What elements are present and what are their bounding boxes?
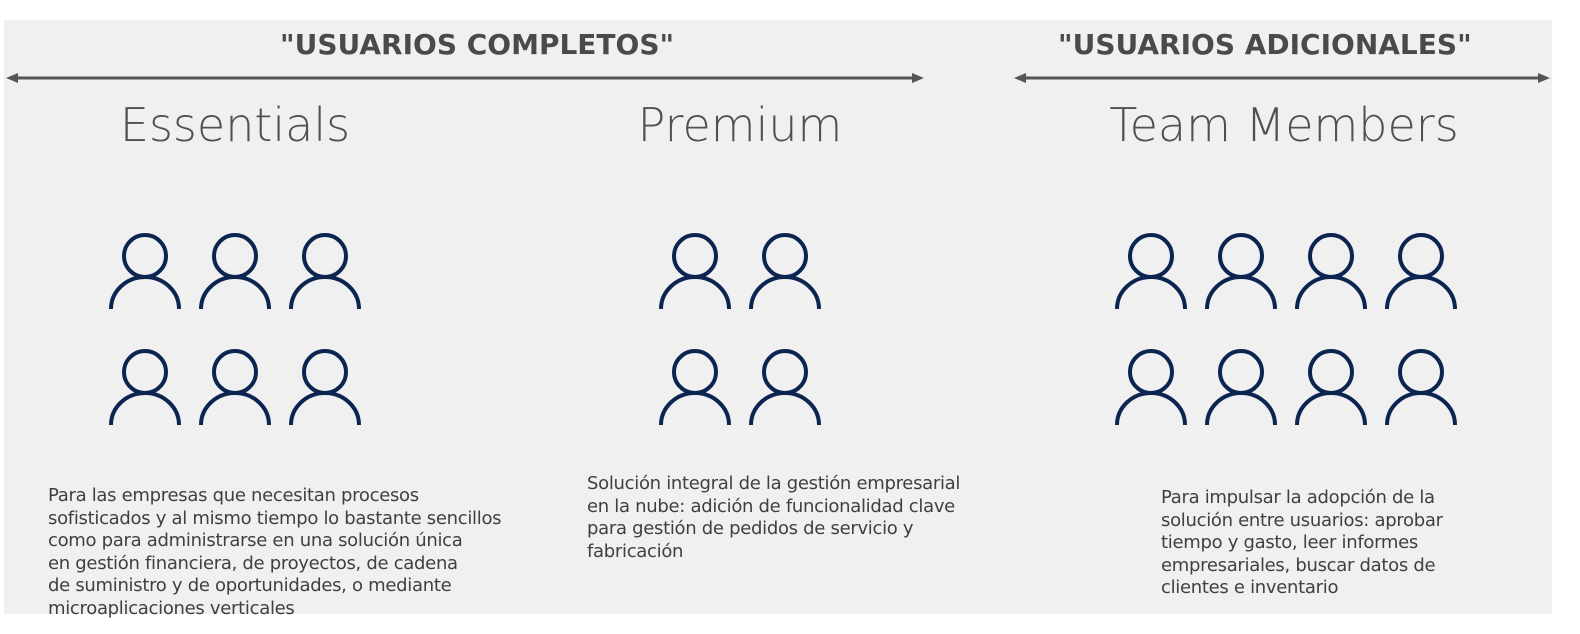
user-icon <box>659 349 731 426</box>
user-icon <box>1385 349 1457 426</box>
description-essentials: Para las empresas que necesitan procesos… <box>48 485 502 619</box>
tier-title-essentials: Essentials <box>119 98 351 152</box>
user-icon <box>199 233 271 310</box>
user-icon <box>749 233 821 310</box>
user-icon <box>659 233 731 310</box>
header-additional-users: "USUARIOS ADICIONALES" <box>1058 28 1472 61</box>
user-icon <box>1205 349 1277 426</box>
background-panel <box>4 20 1552 614</box>
user-icon <box>1115 233 1187 310</box>
user-icon <box>109 233 181 310</box>
user-icon <box>289 233 361 310</box>
description-premium: Solución integral de la gestión empresar… <box>587 473 961 562</box>
user-grid-essentials <box>109 232 361 426</box>
user-icon <box>289 349 361 426</box>
tier-title-team-members: Team Members <box>1109 98 1459 152</box>
user-icon <box>109 349 181 426</box>
user-grid-team-members <box>1115 232 1457 426</box>
description-team-members: Para impulsar la adopción de la solución… <box>1161 487 1443 598</box>
user-icon <box>199 349 271 426</box>
user-icon <box>1115 349 1187 426</box>
user-icon <box>749 349 821 426</box>
user-grid-premium <box>659 232 821 426</box>
header-full-users: "USUARIOS COMPLETOS" <box>280 28 675 61</box>
user-icon <box>1295 233 1367 310</box>
user-icon <box>1385 233 1457 310</box>
arrow-full-users <box>6 73 924 83</box>
user-icon <box>1205 233 1277 310</box>
arrow-additional-users <box>1014 73 1550 83</box>
tier-title-premium: Premium <box>637 98 843 152</box>
user-icon <box>1295 349 1367 426</box>
